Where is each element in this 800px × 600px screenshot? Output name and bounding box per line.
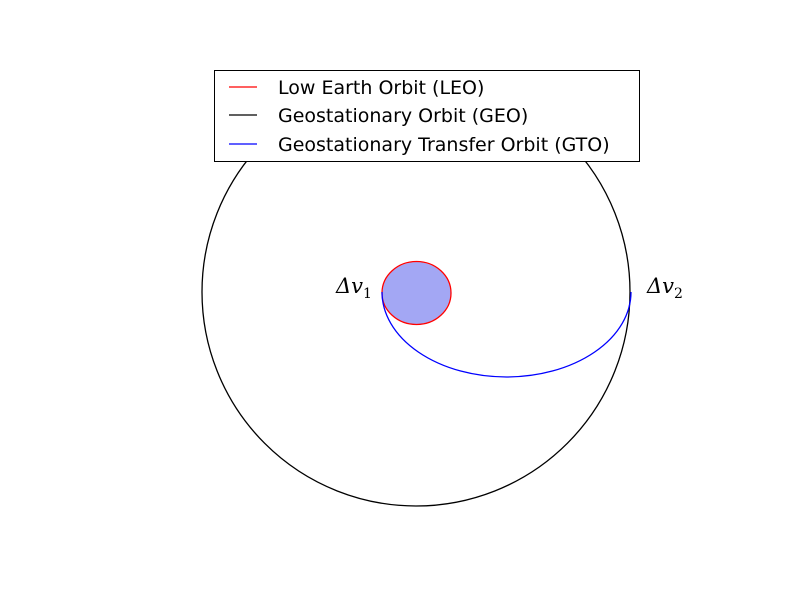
- delta-v1-label: Δv1: [335, 274, 372, 302]
- legend-label-leo: Low Earth Orbit (LEO): [278, 77, 484, 99]
- gto-orbit: [381, 291, 632, 378]
- legend: Low Earth Orbit (LEO) Geostationary Orbi…: [214, 70, 640, 162]
- legend-box: [214, 70, 640, 162]
- legend-label-geo: Geostationary Orbit (GEO): [278, 105, 528, 127]
- delta-v2-label: Δv2: [646, 274, 683, 302]
- legend-label-gto: Geostationary Transfer Orbit (GTO): [278, 134, 610, 156]
- earth-disk: [382, 262, 451, 324]
